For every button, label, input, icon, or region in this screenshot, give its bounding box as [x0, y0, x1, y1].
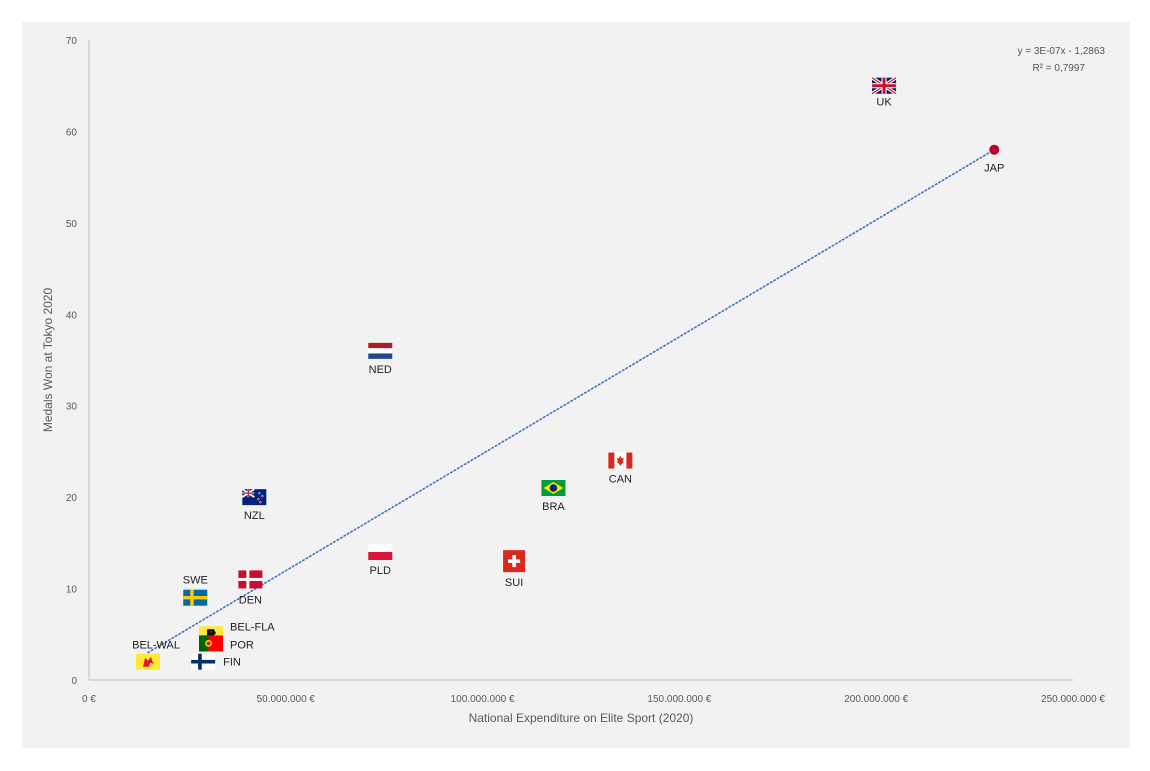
data-point-label: UK [876, 97, 892, 109]
x-tick-label: 250.000.000 € [1041, 694, 1105, 705]
x-tick-label: 50.000.000 € [257, 694, 316, 705]
canada-flag [608, 452, 633, 469]
new-zealand-flag [241, 488, 267, 506]
x-tick-label: 200.000.000 € [844, 694, 908, 705]
data-point: BRA [541, 480, 566, 513]
trendline-group [147, 148, 996, 654]
data-point-label: NZL [244, 510, 265, 522]
tick-labels: 0 € 50.000.000 € 100.000.000 € 150.000.000 … [66, 36, 1106, 705]
data-point-label: PLD [370, 565, 391, 577]
axes [88, 40, 1073, 681]
data-point-label: BEL-WAL [132, 640, 180, 652]
sweden-flag [183, 589, 208, 606]
x-tick-label: 150.000.000 € [647, 694, 711, 705]
data-point: SWE [183, 575, 208, 606]
uk-flag [871, 76, 898, 96]
y-tick-label: 40 [66, 310, 78, 321]
data-point-label: POR [230, 639, 254, 651]
data-point-label: NED [369, 364, 392, 376]
data-point-label: CAN [609, 474, 632, 486]
y-tick-label: 50 [66, 219, 78, 230]
brazil-flag [541, 480, 566, 496]
x-tick-label: 100.000.000 € [451, 694, 515, 705]
data-point: PLD [368, 544, 393, 577]
data-point: BEL-FLA [199, 621, 275, 643]
data-point-label: BEL-FLA [230, 621, 275, 633]
data-point-label: SUI [505, 577, 523, 589]
data-point: JAP [984, 144, 1004, 175]
denmark-flag [238, 570, 263, 589]
data-point-label: FIN [223, 657, 241, 669]
data-point: SUI [503, 550, 526, 589]
y-tick-label: 30 [66, 402, 78, 413]
trendline-equation: y = 3E-07x - 1,2863 [1017, 46, 1105, 57]
data-point: FIN [191, 653, 241, 670]
trendline-r-squared: R² = 0,7997 [1032, 63, 1085, 74]
portugal-flag [199, 635, 224, 652]
data-point-label: JAP [984, 163, 1004, 175]
y-tick-label: 0 [71, 676, 77, 687]
switzerland-flag [503, 550, 526, 573]
y-tick-label: 10 [66, 585, 78, 596]
data-point-label: SWE [183, 575, 208, 587]
data-points: UK JAP NED CAN BRA NZL PLD SUI DEN SWE BEL-FLA POR B… [132, 76, 1004, 670]
japan-flag [989, 144, 1000, 155]
data-point: BEL-WAL [132, 640, 180, 670]
data-point: POR [199, 635, 254, 652]
data-point: NED [368, 342, 393, 376]
x-axis-title: National Expenditure on Elite Sport (202… [469, 711, 694, 725]
x-tick-label: 0 € [82, 694, 96, 705]
y-tick-label: 60 [66, 127, 78, 138]
data-point: DEN [238, 570, 263, 606]
trendline [147, 148, 996, 654]
data-point-label: BRA [542, 501, 565, 513]
data-point-label: DEN [239, 594, 262, 606]
poland-flag [368, 544, 393, 560]
data-point: UK [871, 76, 898, 109]
netherlands-flag [368, 342, 393, 359]
y-axis-title: Medals Won at Tokyo 2020 [41, 288, 55, 433]
wallonia-flag [136, 653, 161, 670]
chart-background [22, 22, 1130, 748]
data-point: CAN [608, 452, 633, 486]
y-tick-label: 20 [66, 493, 78, 504]
y-tick-label: 70 [66, 36, 78, 47]
data-point: NZL [241, 488, 267, 522]
finland-flag [191, 653, 216, 670]
